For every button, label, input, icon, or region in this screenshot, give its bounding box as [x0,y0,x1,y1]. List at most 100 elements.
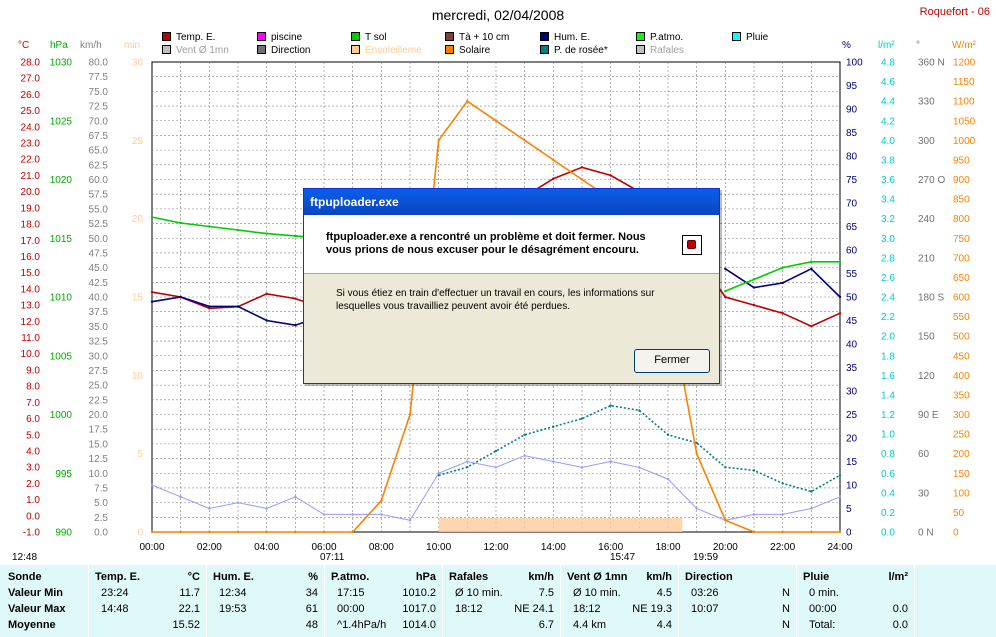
legend-item: T sol [351,32,387,43]
data-point [294,530,297,534]
min-tick: 25 [132,136,144,147]
data-point [838,474,842,477]
legend-item: piscine [257,32,302,43]
data-point [265,292,268,295]
table-cell: 4.4 km [573,619,607,631]
direction-axis-unit: ° [916,40,920,51]
solar-tick: 1100 [953,97,975,108]
min-tick: 0 [137,528,143,539]
data-point [781,530,784,534]
close-button[interactable]: Fermer [634,349,710,373]
data-point [638,409,641,412]
dir-tick: 90 E [918,410,939,421]
solar-tick: 650 [953,273,970,284]
data-point [236,305,240,308]
rain-tick: 0.2 [881,508,895,519]
pct-tick: 65 [846,222,858,233]
pressure-tick: 1030 [50,58,73,69]
pct-tick: 55 [846,269,858,280]
rain-tick: 2.2 [881,312,895,323]
table-cell: Total: [809,619,836,631]
wind-axis-unit: km/h [80,40,102,51]
data-point [724,519,727,522]
dir-tick: 360 N [918,58,945,69]
table-cell: 00:00 [337,603,365,615]
rain-tick: 1.2 [881,410,895,421]
data-point [437,472,440,475]
solar-tick: 600 [953,293,970,304]
table-cell: 00:00 [809,603,837,615]
legend-item: Rafales [636,45,684,56]
min-tick: 10 [132,371,144,382]
temp-tick: 13.0 [21,301,41,312]
table-cell: Pluie [803,571,830,583]
table-cell: ^1.4hPa/h [337,619,387,631]
temp-tick: 18.0 [21,220,41,231]
temp-tick: 9.0 [26,365,40,376]
temp-tick: -1.0 [23,528,41,539]
table-cell: 1010.2 [402,587,436,599]
x-tick: 08:00 [369,542,394,553]
page-title: mercredi, 02/04/2008 [431,7,565,23]
data-point [781,513,784,516]
data-point [609,174,612,177]
table-cell: 1017.0 [402,603,436,615]
pct-tick: 75 [846,175,858,186]
table-cell: Ø 10 min. [455,587,503,599]
legend-label: Pluie [746,32,769,43]
data-point [580,178,584,181]
data-point [380,499,383,502]
temp-tick: 7.0 [26,398,40,409]
rain-tick: 3.0 [881,234,895,245]
rain-tick: 4.4 [881,97,895,108]
wind-tick: 67.5 [89,131,109,142]
temp-tick: 20.0 [21,187,41,198]
data-point [265,232,268,235]
data-point [752,469,756,472]
solar-tick: 100 [953,488,970,499]
legend-item: Hum. E. [540,32,590,43]
legend-label: Hum. E. [554,32,591,43]
table-cell: km/h [528,571,554,583]
x-tick: 22:00 [770,542,795,553]
data-point [494,119,498,122]
solar-tick: 150 [953,469,970,480]
temp-tick: 26.0 [21,90,41,101]
table-cell: N [782,619,790,631]
table-cell: 48 [305,619,318,631]
table-cell: Sonde [8,571,42,583]
dialog-title[interactable]: ftpuploader.exe [304,189,719,215]
data-point [351,530,354,534]
temp-tick: 28.0 [21,58,41,69]
solar-tick: 850 [953,195,970,206]
data-point [208,225,211,228]
wind-tick: 40.0 [89,293,109,304]
sunrise-left-label: 12:48 [12,552,38,563]
rain-tick: 2.8 [881,253,895,264]
data-point [781,281,784,285]
temp-tick: 5.0 [26,430,40,441]
wind-tick: 42.5 [89,278,109,289]
wind-tick: 52.5 [89,219,109,230]
data-point [236,228,240,232]
wind-tick: 45.0 [89,263,109,274]
wind-tick: 12.5 [89,454,109,465]
solar-tick: 300 [953,410,970,421]
legend-item: P.atmo. [636,32,683,43]
pressure-tick: 1000 [50,410,73,421]
data-point [724,267,727,270]
rain-tick: 1.4 [881,390,895,401]
data-point [752,278,756,281]
data-point [838,530,842,534]
dir-tick: 30 [918,488,930,499]
wind-tick: 70.0 [89,116,109,127]
dir-tick: 150 [918,332,935,343]
table-cell: NE 19.3 [632,603,672,615]
rain-tick: 1.8 [881,351,895,362]
solar-tick: 250 [953,430,970,441]
solar-tick: 1050 [953,116,976,127]
data-point [752,513,756,516]
data-point [810,490,813,493]
legend-item: Direction [257,45,310,56]
legend-item: Temp. E. [162,32,215,43]
